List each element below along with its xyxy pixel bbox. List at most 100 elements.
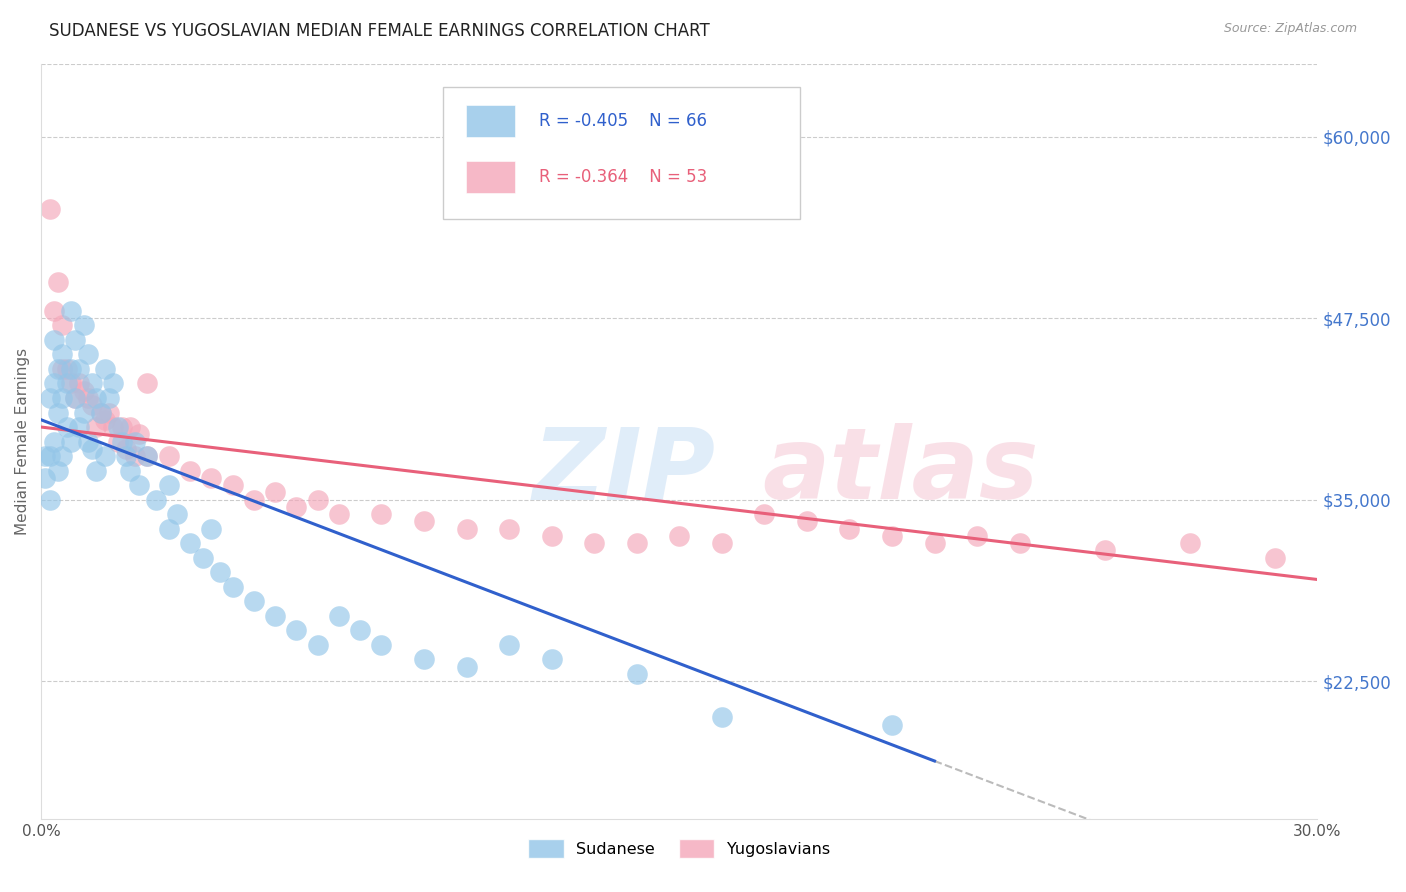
Text: R = -0.405    N = 66: R = -0.405 N = 66 xyxy=(538,112,707,129)
Yugoslavians xyxy=(98,405,121,419)
Yugoslavians xyxy=(42,304,65,318)
Sudanese xyxy=(46,464,69,478)
Yugoslavians xyxy=(1178,536,1201,550)
Sudanese xyxy=(67,420,90,434)
Yugoslavians xyxy=(51,318,73,333)
Sudanese xyxy=(86,391,108,405)
Yugoslavians xyxy=(540,529,562,543)
Sudanese xyxy=(55,420,77,434)
Sudanese xyxy=(191,550,214,565)
Yugoslavians xyxy=(710,536,733,550)
Sudanese xyxy=(285,624,308,638)
Sudanese xyxy=(42,376,65,391)
Yugoslavians xyxy=(51,362,73,376)
Yugoslavians xyxy=(221,478,243,492)
Yugoslavians xyxy=(103,420,125,434)
Yugoslavians xyxy=(67,376,90,391)
Yugoslavians xyxy=(1264,550,1286,565)
Yugoslavians xyxy=(413,515,436,529)
Sudanese xyxy=(200,522,222,536)
Yugoslavians xyxy=(86,420,108,434)
Sudanese xyxy=(157,522,180,536)
Sudanese xyxy=(46,405,69,419)
Sudanese xyxy=(72,405,94,419)
Sudanese xyxy=(328,608,350,623)
Yugoslavians xyxy=(200,471,222,485)
Sudanese xyxy=(626,666,648,681)
Sudanese xyxy=(55,376,77,391)
Sudanese xyxy=(82,442,104,456)
Yugoslavians xyxy=(136,449,159,463)
Sudanese xyxy=(59,362,82,376)
Sudanese xyxy=(38,449,60,463)
Yugoslavians xyxy=(243,492,266,507)
Sudanese xyxy=(264,608,287,623)
Text: Source: ZipAtlas.com: Source: ZipAtlas.com xyxy=(1223,22,1357,36)
Yugoslavians xyxy=(370,507,392,521)
Yugoslavians xyxy=(456,522,478,536)
Sudanese xyxy=(349,624,371,638)
Sudanese xyxy=(413,652,436,666)
Sudanese xyxy=(103,376,125,391)
Yugoslavians xyxy=(838,522,860,536)
Yugoslavians xyxy=(264,485,287,500)
Yugoslavians xyxy=(583,536,606,550)
Yugoslavians xyxy=(82,398,104,412)
Sudanese xyxy=(63,333,86,347)
Sudanese xyxy=(42,434,65,449)
Sudanese xyxy=(166,507,188,521)
Yugoslavians xyxy=(46,275,69,289)
Sudanese xyxy=(63,391,86,405)
Sudanese xyxy=(59,304,82,318)
Sudanese xyxy=(120,464,142,478)
Sudanese xyxy=(86,464,108,478)
Sudanese xyxy=(145,492,167,507)
Sudanese xyxy=(72,318,94,333)
Yugoslavians xyxy=(136,376,159,391)
Sudanese xyxy=(208,566,231,580)
Sudanese xyxy=(710,710,733,724)
Sudanese xyxy=(115,449,138,463)
Sudanese xyxy=(880,717,903,731)
Yugoslavians xyxy=(94,413,117,427)
Sudanese xyxy=(51,391,73,405)
Sudanese xyxy=(498,638,520,652)
Yugoslavians xyxy=(179,464,201,478)
Sudanese xyxy=(38,391,60,405)
Yugoslavians xyxy=(498,522,520,536)
Sudanese xyxy=(128,478,150,492)
Yugoslavians xyxy=(120,420,142,434)
Yugoslavians xyxy=(90,405,112,419)
Sudanese xyxy=(111,434,134,449)
Yugoslavians xyxy=(307,492,329,507)
Yugoslavians xyxy=(966,529,988,543)
Yugoslavians xyxy=(1094,543,1116,558)
Yugoslavians xyxy=(924,536,946,550)
Yugoslavians xyxy=(72,384,94,398)
Yugoslavians xyxy=(111,420,134,434)
Yugoslavians xyxy=(880,529,903,543)
Yugoslavians xyxy=(328,507,350,521)
Yugoslavians xyxy=(626,536,648,550)
Text: atlas: atlas xyxy=(762,424,1039,520)
Yugoslavians xyxy=(1008,536,1031,550)
Sudanese xyxy=(46,362,69,376)
Sudanese xyxy=(94,449,117,463)
FancyBboxPatch shape xyxy=(443,87,800,219)
Text: R = -0.364    N = 53: R = -0.364 N = 53 xyxy=(538,169,707,186)
Sudanese xyxy=(34,471,56,485)
Yugoslavians xyxy=(107,434,129,449)
Yugoslavians xyxy=(754,507,776,521)
Sudanese xyxy=(51,449,73,463)
Sudanese xyxy=(98,391,121,405)
Sudanese xyxy=(38,492,60,507)
Sudanese xyxy=(82,376,104,391)
Yugoslavians xyxy=(124,449,146,463)
Sudanese xyxy=(77,434,100,449)
Bar xyxy=(467,105,515,136)
Yugoslavians xyxy=(285,500,308,514)
Sudanese xyxy=(456,659,478,673)
Sudanese xyxy=(94,362,117,376)
Sudanese xyxy=(243,594,266,608)
Yugoslavians xyxy=(63,391,86,405)
